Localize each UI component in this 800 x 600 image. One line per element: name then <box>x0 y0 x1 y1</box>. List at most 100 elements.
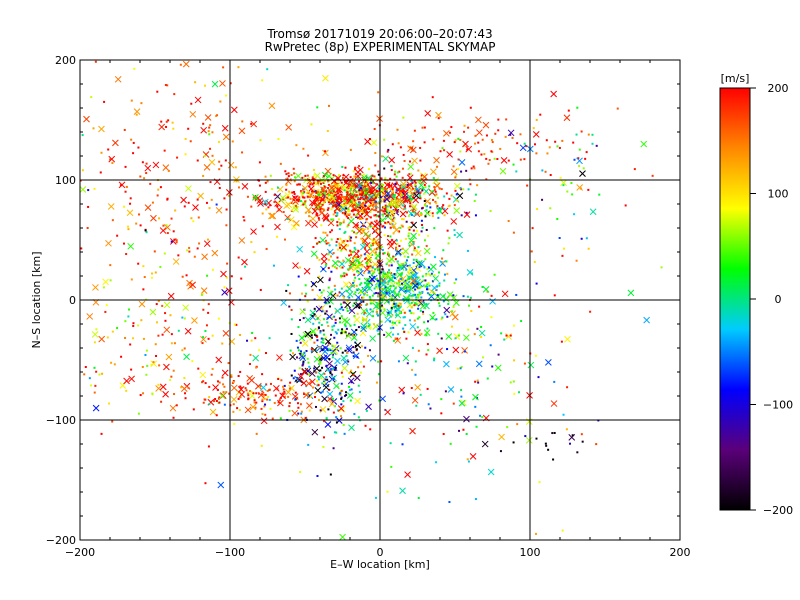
data-point-dot <box>250 122 253 125</box>
data-point-dot <box>487 162 490 165</box>
data-point-dot <box>361 263 364 266</box>
data-point-cross <box>371 227 379 235</box>
data-point-dot <box>258 179 261 182</box>
data-point-dot <box>298 367 301 370</box>
colorbar-tick-label: −200 <box>763 504 793 517</box>
data-point-dot <box>421 189 424 192</box>
data-point-dot <box>253 399 256 402</box>
data-point-dot <box>569 442 572 445</box>
data-point-dot <box>271 417 274 420</box>
data-point-dot <box>296 346 299 349</box>
data-point-cross <box>357 269 364 277</box>
data-point-dot <box>437 302 440 305</box>
data-point-cross <box>337 405 345 412</box>
data-point-cross <box>182 304 189 312</box>
data-point-cross <box>469 453 477 460</box>
data-point-dot <box>535 152 538 155</box>
data-point-dot <box>184 397 187 400</box>
data-point-dot <box>435 318 438 321</box>
data-point-dot <box>426 387 429 390</box>
data-point-dot <box>318 258 321 261</box>
data-point-dot <box>104 310 107 313</box>
data-point-dot <box>130 138 133 141</box>
data-point-dot <box>352 201 355 204</box>
data-point-dot <box>345 207 348 210</box>
data-point-dot <box>390 199 393 202</box>
data-point-dot <box>381 306 384 309</box>
data-point-dot <box>169 378 172 381</box>
data-point-dot <box>445 260 448 263</box>
data-point-dot <box>332 174 335 177</box>
data-point-cross <box>410 232 417 240</box>
data-point-dot <box>448 500 451 503</box>
data-point-dot <box>412 140 415 143</box>
data-point-dot <box>292 167 295 170</box>
data-point-dot <box>219 100 222 103</box>
data-point-dot <box>297 200 300 203</box>
data-point-dot <box>330 238 333 241</box>
data-point-dot <box>589 310 592 313</box>
data-point-dot <box>366 263 369 266</box>
data-point-dot <box>290 332 293 335</box>
data-point-cross <box>550 90 558 98</box>
data-point-dot <box>312 182 315 185</box>
data-point-dot <box>315 191 318 194</box>
data-point-dot <box>215 203 218 206</box>
data-point-cross <box>164 224 171 231</box>
data-point-dot <box>328 244 331 247</box>
data-point-dot <box>316 201 319 204</box>
data-point-dot <box>387 311 390 314</box>
data-point-dot <box>351 191 354 194</box>
data-point-cross <box>201 253 208 261</box>
data-point-dot <box>423 126 426 129</box>
data-point-dot <box>213 400 216 403</box>
data-point-dot <box>342 221 345 224</box>
data-point-dot <box>302 362 305 365</box>
data-point-dot <box>576 451 579 454</box>
data-point-dot <box>255 432 258 435</box>
data-point-cross <box>211 80 219 88</box>
data-point-dot <box>304 284 307 287</box>
data-point-dot <box>507 219 510 222</box>
data-point-dot <box>515 170 518 173</box>
data-point-cross <box>292 262 299 269</box>
data-point-dot <box>394 196 397 199</box>
data-point-dot <box>395 208 398 211</box>
data-point-dot <box>485 178 488 181</box>
data-point-cross <box>369 354 377 362</box>
data-point-dot <box>303 196 306 199</box>
data-point-dot <box>317 179 320 182</box>
data-point-cross <box>238 127 246 135</box>
data-point-dot <box>362 197 365 200</box>
data-point-dot <box>397 304 400 307</box>
data-point-dot <box>389 188 392 191</box>
data-point-dot <box>541 198 544 201</box>
data-point-dot <box>356 224 359 227</box>
data-point-dot <box>359 283 362 286</box>
data-point-dot <box>349 239 352 242</box>
data-point-cross <box>430 168 437 176</box>
data-point-dot <box>375 291 378 294</box>
data-point-dot <box>294 398 297 401</box>
data-point-dot <box>422 279 425 282</box>
data-point-dot <box>407 234 410 237</box>
data-point-cross <box>346 177 354 185</box>
data-point-dot <box>344 211 347 214</box>
data-point-dot <box>230 275 233 278</box>
data-point-dot <box>90 96 93 99</box>
data-point-dot <box>473 167 476 170</box>
data-point-dot <box>130 278 133 281</box>
chart-subtitle: RwPretec (8p) EXPERIMENTAL SKYMAP <box>264 40 496 54</box>
data-point-dot <box>432 311 435 314</box>
data-point-dot <box>343 301 346 304</box>
data-point-dot <box>125 389 128 392</box>
data-point-dot <box>318 289 321 292</box>
data-point-dot <box>312 168 315 171</box>
data-point-dot <box>353 273 356 276</box>
data-point-dot <box>384 275 387 278</box>
data-point-dot <box>322 231 325 234</box>
data-point-dot <box>408 275 411 278</box>
data-point-dot <box>364 189 367 192</box>
data-point-dot <box>423 285 426 288</box>
data-point-dot <box>371 204 374 207</box>
